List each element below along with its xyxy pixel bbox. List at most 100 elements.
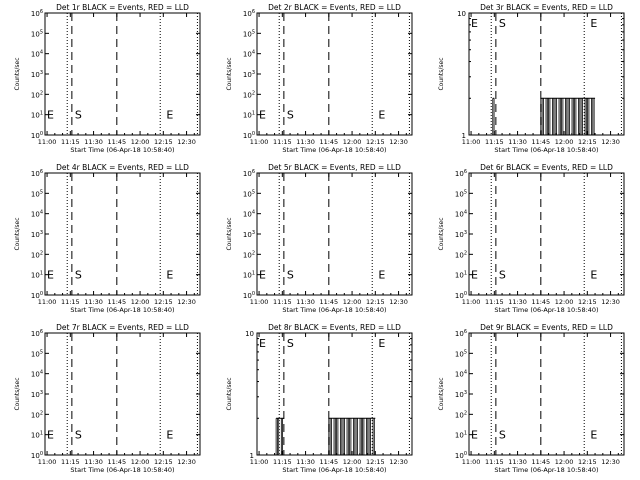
x-tick-label: 11:00	[462, 458, 481, 466]
x-tick-label: 12:00	[343, 298, 362, 306]
y-tick-label: 103	[31, 70, 43, 79]
marker-label: E	[378, 269, 385, 282]
x-tick-label: 11:30	[508, 138, 527, 146]
y-tick-label: 101	[243, 111, 255, 120]
y-tick-label: 10	[245, 330, 254, 338]
x-axis-label: Start Time (06-Apr-18 10:58:40)	[282, 306, 386, 314]
marker-label: S	[75, 269, 82, 282]
x-tick-label: 11:30	[296, 298, 315, 306]
y-tick-label: 102	[243, 90, 255, 99]
y-tick-label: 100	[243, 291, 255, 300]
x-tick-label: 12:00	[555, 138, 574, 146]
y-tick-label: 103	[455, 390, 467, 399]
y-tick-label: 106	[31, 9, 43, 18]
x-tick-label: 12:15	[154, 138, 173, 146]
x-tick-label: 11:45	[319, 298, 338, 306]
x-tick-label: 12:30	[601, 458, 620, 466]
x-tick-label: 12:00	[131, 138, 150, 146]
y-tick-label: 104	[243, 50, 255, 59]
panel-det-5: Det 5r BLACK = Events, RED = LLD 100 101 10…	[226, 163, 413, 314]
marker-label: E	[47, 429, 54, 442]
marker-label: S	[499, 429, 506, 442]
plot-frame	[468, 172, 625, 296]
y-tick-label: 103	[31, 230, 43, 239]
x-tick-label: 12:30	[177, 298, 196, 306]
marker-label: E	[259, 109, 266, 122]
x-tick-label: 12:30	[601, 298, 620, 306]
marker-label: E	[47, 269, 54, 282]
marker-label: E	[590, 429, 597, 442]
panel-title: Det 5r BLACK = Events, RED = LLD	[268, 163, 401, 172]
marker-label: E	[471, 269, 478, 282]
x-tick-label: 11:00	[462, 298, 481, 306]
x-tick-label: 11:15	[485, 298, 504, 306]
y-tick-label: 102	[455, 410, 467, 419]
y-tick-label: 105	[455, 349, 467, 358]
x-tick-label: 11:30	[84, 458, 103, 466]
event-burst	[275, 417, 284, 455]
y-tick-label: 100	[455, 291, 467, 300]
y-tick-label: 104	[455, 370, 467, 379]
y-tick-label: 101	[31, 431, 43, 440]
panel-det-2: Det 2r BLACK = Events, RED = LLD 100 101 10…	[226, 3, 413, 154]
marker-label: E	[471, 429, 478, 442]
plot-frame	[44, 172, 201, 296]
x-tick-label: 11:00	[250, 138, 269, 146]
y-tick-label: 104	[243, 210, 255, 219]
y-axis-label: Counts/sec	[14, 377, 21, 410]
x-tick-label: 11:45	[107, 458, 126, 466]
y-tick-label: 105	[31, 349, 43, 358]
x-tick-label: 12:15	[578, 298, 597, 306]
x-axis-label: Start Time (06-Apr-18 10:58:40)	[494, 146, 598, 154]
marker-label: S	[75, 429, 82, 442]
marker-label: E	[166, 429, 173, 442]
marker-label: E	[166, 109, 173, 122]
marker-label: S	[499, 17, 506, 30]
marker-label: E	[378, 337, 385, 350]
x-tick-label: 12:15	[578, 138, 597, 146]
y-tick-label: 102	[31, 410, 43, 419]
y-tick-label: 1	[462, 132, 466, 140]
y-tick-label: 101	[31, 271, 43, 280]
x-axis-label: Start Time (06-Apr-18 10:58:40)	[494, 466, 598, 474]
y-tick-label: 100	[31, 131, 43, 140]
marker-label: E	[590, 269, 597, 282]
x-tick-label: 12:15	[366, 458, 385, 466]
x-axis-label: Start Time (06-Apr-18 10:58:40)	[70, 306, 174, 314]
plot-frame	[256, 12, 413, 136]
marker-label: E	[47, 109, 54, 122]
y-tick-label: 100	[243, 131, 255, 140]
plot-frame	[44, 332, 201, 456]
panel-det-3: Det 3r BLACK = Events, RED = LLD 1 10 Count…	[438, 3, 625, 154]
panel-title: Det 3r BLACK = Events, RED = LLD	[480, 3, 613, 12]
plot-frame	[468, 12, 625, 136]
y-tick-label: 101	[243, 271, 255, 280]
y-tick-label: 105	[31, 29, 43, 38]
x-tick-label: 11:00	[38, 458, 57, 466]
x-tick-label: 11:30	[508, 298, 527, 306]
y-tick-label: 104	[31, 370, 43, 379]
event-burst	[540, 97, 596, 135]
y-tick-label: 105	[243, 189, 255, 198]
y-tick-label: 102	[243, 250, 255, 259]
x-tick-label: 12:30	[177, 138, 196, 146]
x-tick-label: 12:30	[389, 138, 408, 146]
panel-det-6: Det 6r BLACK = Events, RED = LLD 100 101 10…	[438, 163, 625, 314]
x-tick-label: 11:15	[273, 298, 292, 306]
y-tick-label: 104	[31, 50, 43, 59]
x-tick-label: 11:30	[296, 458, 315, 466]
x-tick-label: 11:30	[84, 298, 103, 306]
x-tick-label: 11:30	[84, 138, 103, 146]
x-tick-label: 11:00	[462, 138, 481, 146]
x-tick-label: 12:30	[389, 458, 408, 466]
x-tick-label: 11:45	[107, 138, 126, 146]
panel-title: Det 8r BLACK = Events, RED = LLD	[268, 323, 401, 332]
panel-det-8: Det 8r BLACK = Events, RED = LLD 1 10 Count…	[226, 323, 413, 474]
panel-title: Det 4r BLACK = Events, RED = LLD	[56, 163, 189, 172]
x-tick-label: 11:45	[319, 138, 338, 146]
x-tick-label: 11:15	[273, 138, 292, 146]
y-tick-label: 101	[455, 431, 467, 440]
y-tick-label: 100	[455, 451, 467, 460]
panel-title: Det 1r BLACK = Events, RED = LLD	[56, 3, 189, 12]
